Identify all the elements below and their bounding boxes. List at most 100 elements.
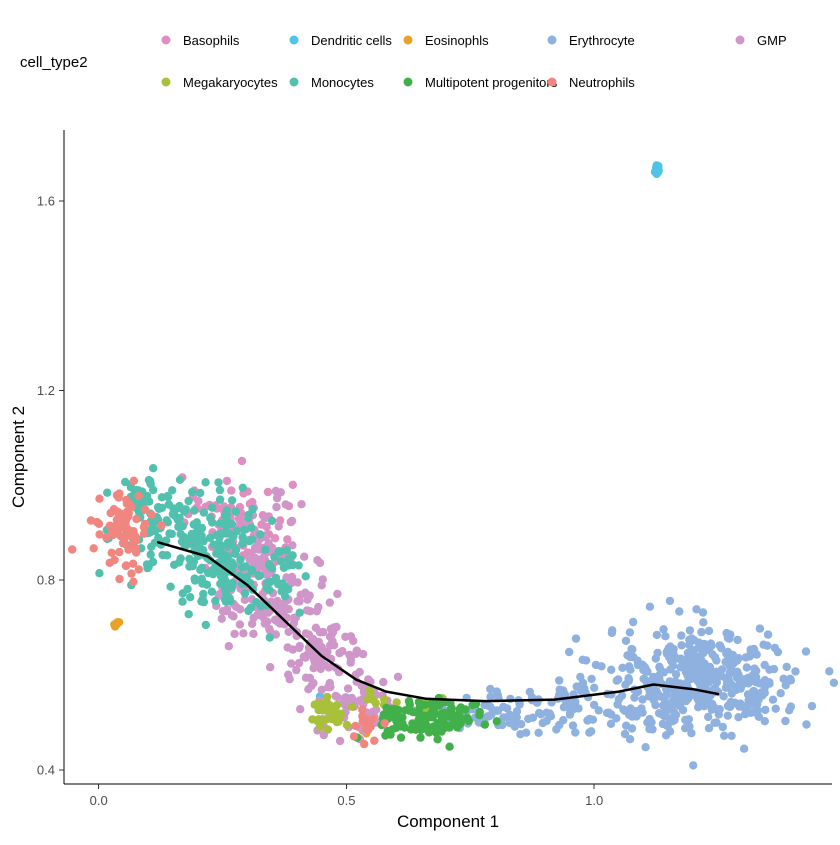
data-point xyxy=(752,673,760,681)
data-point xyxy=(239,537,247,545)
legend-key xyxy=(290,78,299,87)
data-point xyxy=(334,717,342,725)
data-point xyxy=(275,547,283,555)
data-point xyxy=(349,637,357,645)
data-point xyxy=(190,557,198,565)
data-point xyxy=(660,712,668,720)
data-point xyxy=(163,551,171,559)
data-point xyxy=(406,707,414,715)
legend-item: Eosinophls xyxy=(404,33,490,48)
data-point xyxy=(747,709,755,717)
legend-label: Erythrocyte xyxy=(569,33,635,48)
data-point xyxy=(268,564,276,572)
data-point xyxy=(735,654,743,662)
x-axis-title: Component 1 xyxy=(397,812,499,831)
data-point xyxy=(360,740,368,748)
data-point xyxy=(559,716,567,724)
data-point xyxy=(313,700,321,708)
data-point xyxy=(228,496,236,504)
legend-label: Basophils xyxy=(183,33,240,48)
data-point xyxy=(710,719,718,727)
x-tick-label: 1.0 xyxy=(585,793,603,808)
data-point xyxy=(830,679,838,687)
data-point xyxy=(574,704,582,712)
data-point xyxy=(716,642,724,650)
data-point xyxy=(457,703,465,711)
data-point xyxy=(261,545,269,553)
points-layer xyxy=(68,161,840,769)
legend-item: Basophils xyxy=(162,33,240,48)
data-point xyxy=(216,495,224,503)
data-point xyxy=(568,698,576,706)
data-point xyxy=(667,657,675,665)
data-point xyxy=(313,607,321,615)
data-point xyxy=(178,598,186,606)
data-point xyxy=(577,687,585,695)
data-point xyxy=(206,514,214,522)
data-point xyxy=(129,578,137,586)
data-point xyxy=(157,521,165,529)
data-point xyxy=(202,621,210,629)
data-point xyxy=(238,457,246,465)
data-point xyxy=(802,720,810,728)
data-point xyxy=(716,705,724,713)
data-point xyxy=(771,644,779,652)
data-point xyxy=(370,737,378,745)
data-point xyxy=(176,476,184,484)
data-point xyxy=(787,702,795,710)
data-point xyxy=(608,629,616,637)
data-point xyxy=(126,500,134,508)
data-point xyxy=(272,487,280,495)
data-point xyxy=(288,517,296,525)
data-point xyxy=(735,700,743,708)
data-point xyxy=(654,168,662,176)
data-point xyxy=(188,488,196,496)
legend-label: GMP xyxy=(757,33,787,48)
data-point xyxy=(116,522,124,530)
data-point xyxy=(733,674,741,682)
data-point xyxy=(677,641,685,649)
data-point xyxy=(722,684,730,692)
data-point xyxy=(248,505,256,513)
data-point xyxy=(787,676,795,684)
data-point xyxy=(287,659,295,667)
data-point xyxy=(419,719,427,727)
data-point xyxy=(638,695,646,703)
data-point xyxy=(740,745,748,753)
legend-key xyxy=(736,36,745,45)
data-point xyxy=(265,586,273,594)
data-point xyxy=(555,676,563,684)
data-point xyxy=(251,545,259,553)
data-point xyxy=(274,580,282,588)
data-point xyxy=(576,673,584,681)
data-point xyxy=(722,649,730,657)
data-point xyxy=(672,670,680,678)
data-point xyxy=(726,663,734,671)
y-tick-label: 0.4 xyxy=(37,762,55,777)
data-point xyxy=(783,663,791,671)
data-point xyxy=(185,610,193,618)
data-point xyxy=(239,484,247,492)
data-point xyxy=(266,633,274,641)
data-point xyxy=(272,503,280,511)
data-point xyxy=(486,685,494,693)
data-point xyxy=(590,701,598,709)
data-point xyxy=(143,492,151,500)
data-point xyxy=(300,553,308,561)
data-point xyxy=(394,673,402,681)
data-point xyxy=(560,703,568,711)
data-point xyxy=(240,526,248,534)
data-point xyxy=(465,717,473,725)
data-point xyxy=(335,649,343,657)
data-point xyxy=(503,704,511,712)
data-point xyxy=(175,558,183,566)
data-point xyxy=(301,654,309,662)
data-point xyxy=(750,646,758,654)
data-point xyxy=(266,663,274,671)
data-point xyxy=(646,603,654,611)
data-point xyxy=(228,611,236,619)
x-tick-label: 0.5 xyxy=(337,793,355,808)
data-point xyxy=(733,636,741,644)
data-point xyxy=(198,575,206,583)
